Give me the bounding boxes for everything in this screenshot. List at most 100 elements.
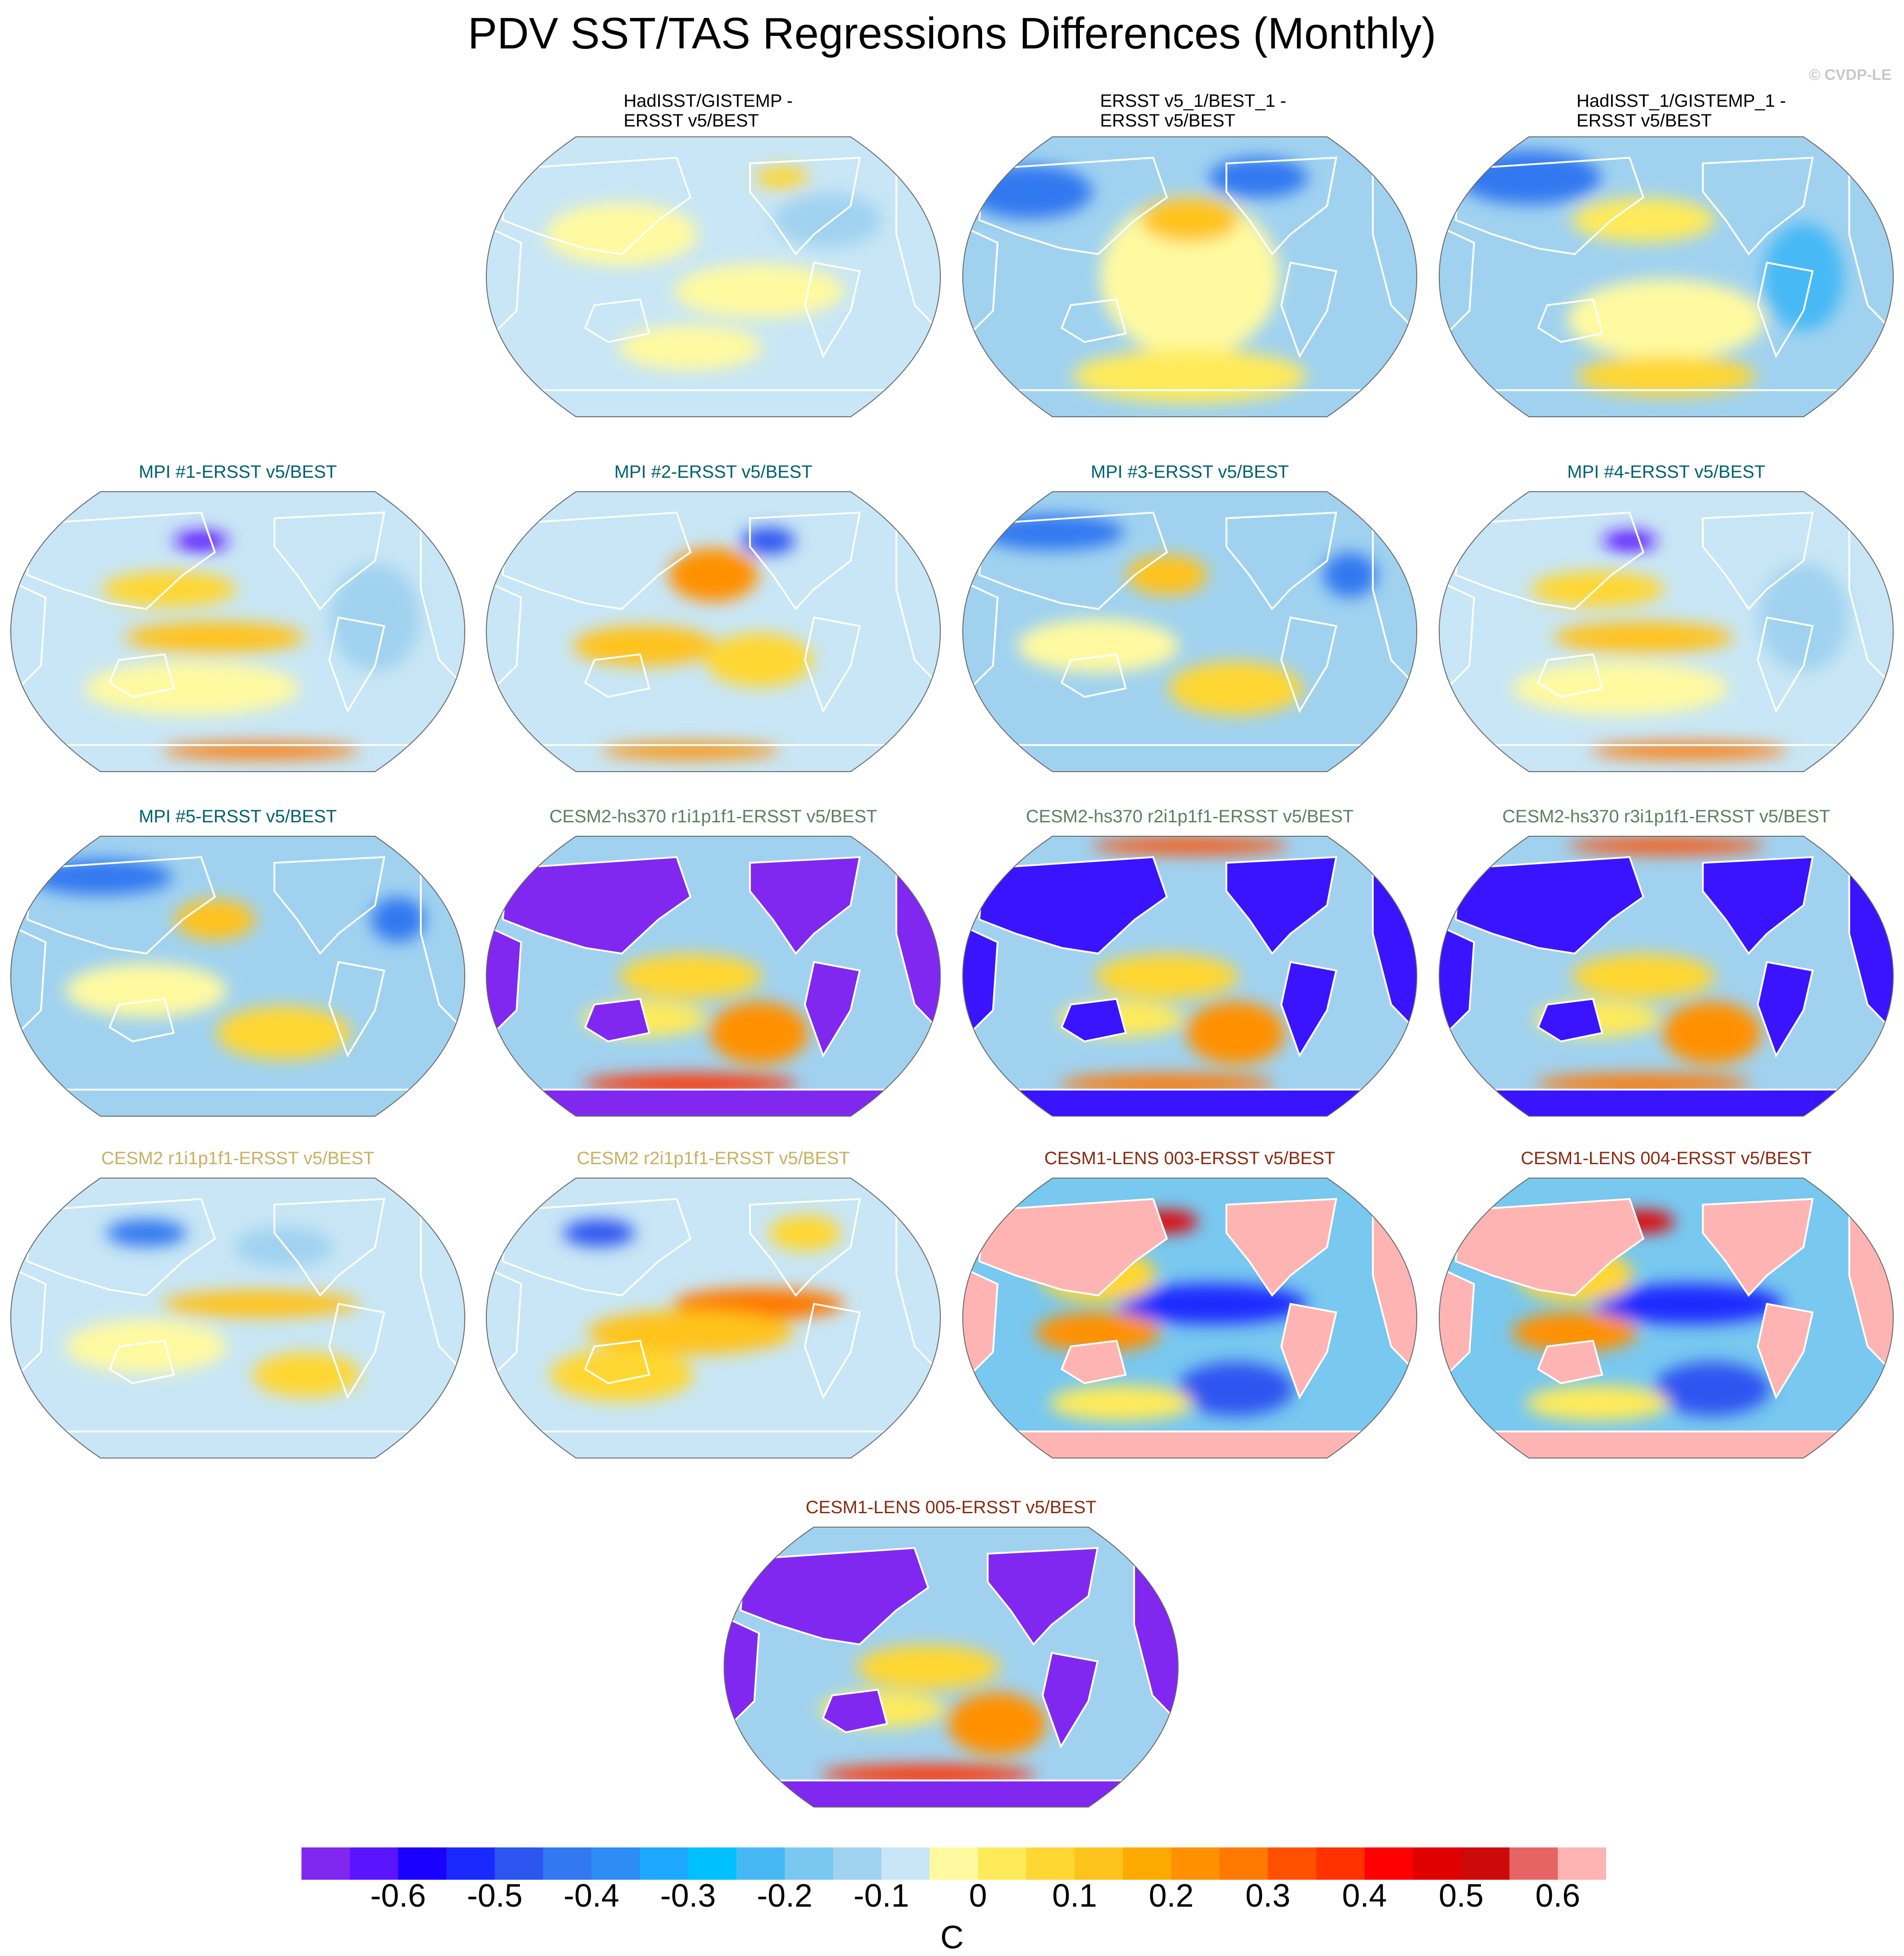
panel-title: CESM2 r2i1p1f1-ERSST v5/BEST xyxy=(576,1148,850,1168)
panel-title: HadISST/GISTEMP - ERSST v5/BEST xyxy=(624,91,793,131)
colorbar-swatch xyxy=(349,1847,398,1880)
anomaly-region xyxy=(1100,196,1280,358)
continent-outline xyxy=(11,1266,47,1376)
continent-outline xyxy=(1702,856,1814,955)
anomaly-region xyxy=(1576,356,1756,397)
anomaly-region xyxy=(162,742,359,759)
continent-outline xyxy=(108,653,175,698)
robinson-map xyxy=(10,1178,466,1458)
continent-outline xyxy=(963,579,999,690)
anomaly-region xyxy=(1177,1362,1294,1416)
continent-outline xyxy=(11,744,465,772)
continent-outline xyxy=(584,1340,651,1384)
colorbar-tick-label: 0.1 xyxy=(1052,1878,1097,1914)
panel-title: MPI #1-ERSST v5/BEST xyxy=(139,462,337,482)
continent-outline xyxy=(502,157,692,255)
colorbar-tick-label: -0.3 xyxy=(660,1878,716,1914)
continent-outline xyxy=(1225,856,1337,955)
continent-outline xyxy=(1756,616,1814,713)
colorbar-swatch xyxy=(930,1847,978,1880)
anomaly-region xyxy=(1118,1284,1307,1324)
robinson-map xyxy=(962,491,1418,772)
continent-outline xyxy=(804,262,861,358)
map-panel: CESM2 r2i1p1f1-ERSST v5/BEST xyxy=(476,1140,951,1480)
anomaly-region xyxy=(125,621,305,653)
colorbar-swatch xyxy=(1026,1847,1075,1880)
panel-title: HadISST_1/GISTEMP_1 - ERSST v5/BEST xyxy=(1576,91,1786,131)
anomaly-region xyxy=(1663,1001,1761,1065)
figure-title: PDV SST/TAS Regressions Differences (Mon… xyxy=(467,9,1437,58)
robinson-map xyxy=(1438,836,1894,1117)
map-border xyxy=(1438,136,1894,417)
map-panel: MPI #3-ERSST v5/BEST xyxy=(952,453,1428,794)
map-panel: CESM1-LENS 003-ERSST v5/BEST xyxy=(952,1140,1428,1480)
continent-outline xyxy=(273,856,385,955)
panel-title: CESM2-hs370 r3i1p1f1-ERSST v5/BEST xyxy=(1502,807,1830,826)
continent-outline xyxy=(1060,1340,1127,1384)
anomaly-region xyxy=(1457,150,1601,205)
robinson-map xyxy=(1438,1178,1894,1458)
continent-outline xyxy=(1041,1652,1099,1749)
map-border xyxy=(1438,491,1894,772)
anomaly-region xyxy=(174,531,228,551)
continent-outline xyxy=(978,511,1168,610)
anomaly-region xyxy=(1091,838,1288,854)
continent-outline xyxy=(963,389,1417,417)
map-panel: ERSST v5_1/BEST_1 - ERSST v5/BEST xyxy=(952,91,1428,433)
colorbar-swatch xyxy=(494,1847,544,1880)
map-panel: CESM1-LENS 004-ERSST v5/BEST xyxy=(1428,1140,1904,1480)
anomaly-region xyxy=(84,661,300,716)
anomaly-region xyxy=(1595,1284,1783,1324)
map-border xyxy=(723,1527,1179,1808)
continent-outline xyxy=(486,1088,940,1116)
anomaly-region xyxy=(1654,1362,1770,1416)
anomaly-region xyxy=(371,897,425,942)
continent-outline xyxy=(963,924,999,1034)
map-panel: CESM1-LENS 005-ERSST v5/BEST xyxy=(713,1489,1189,1829)
anomaly-region xyxy=(1572,197,1715,243)
colorbar-tick-label: -0.6 xyxy=(370,1878,426,1914)
continent-outline xyxy=(821,1689,888,1733)
colorbar-tick-label: 0.4 xyxy=(1342,1878,1387,1914)
map-panel: MPI #2-ERSST v5/BEST xyxy=(476,453,951,794)
colorbar-swatch xyxy=(881,1847,930,1880)
anomaly-region xyxy=(1526,1385,1669,1421)
anomaly-region xyxy=(546,203,698,266)
colorbar-swatch xyxy=(1316,1847,1365,1880)
continent-outline xyxy=(26,511,216,610)
anomaly-region xyxy=(234,1227,333,1267)
anomaly-region xyxy=(106,1219,187,1247)
colorbar-swatch xyxy=(1171,1847,1220,1880)
map-panel: MPI #1-ERSST v5/BEST xyxy=(0,453,476,794)
continent-outline xyxy=(502,511,692,610)
map-border xyxy=(962,836,1418,1117)
continent-outline xyxy=(963,224,999,335)
anomaly-region xyxy=(175,899,255,940)
map-border xyxy=(10,1178,466,1458)
map-panel: HadISST_1/GISTEMP_1 - ERSST v5/BEST xyxy=(1428,91,1904,433)
continent-outline xyxy=(749,856,861,955)
colorbar-swatch xyxy=(1461,1847,1510,1880)
continent-outline xyxy=(749,511,861,611)
anomaly-region xyxy=(774,193,882,247)
continent-outline xyxy=(1537,1340,1603,1384)
map-border xyxy=(485,491,941,772)
continent-outline xyxy=(963,1266,999,1376)
map-panel: CESM2-hs370 r2i1p1f1-ERSST v5/BEST xyxy=(952,798,1428,1139)
anomaly-region xyxy=(1073,349,1306,403)
colorbar-swatch xyxy=(833,1847,882,1880)
panel-title: MPI #4-ERSST v5/BEST xyxy=(1567,462,1765,482)
anomaly-region xyxy=(102,571,236,607)
continent-outline xyxy=(1702,1198,1814,1297)
anomaly-region xyxy=(1568,279,1765,360)
anomaly-region xyxy=(1572,954,1715,999)
credit-label: © CVDP-LE xyxy=(1809,66,1891,83)
continent-outline xyxy=(1439,1430,1893,1458)
map-border xyxy=(485,836,941,1117)
colorbar-tick-label: -0.4 xyxy=(563,1878,620,1914)
anomaly-region xyxy=(162,1290,359,1318)
continent-outline xyxy=(1439,389,1893,417)
continent-outline xyxy=(1702,511,1814,611)
continent-outline xyxy=(328,616,385,713)
continent-outline xyxy=(1060,298,1127,343)
